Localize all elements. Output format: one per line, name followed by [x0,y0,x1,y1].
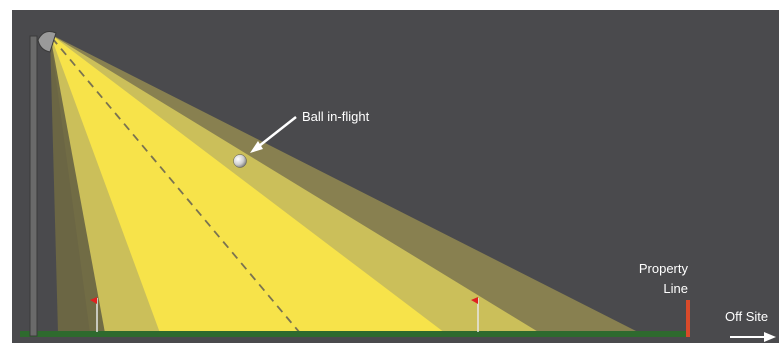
golf-ball-icon [233,154,247,168]
property-line-marker [686,300,690,337]
ball-pointer-arrow [250,116,297,153]
property-line-label-2: Line [663,281,688,296]
beam-inner [50,34,445,333]
golf-flag-icon [471,297,479,332]
light-fixture-icon [37,31,57,53]
ground-strip [20,331,688,337]
light-beams [50,34,640,333]
off-site-label: Off Site [725,309,768,324]
ball-label: Ball in-flight [302,109,370,124]
golf-flag-icon [90,297,98,332]
arrow-right-icon [730,332,776,342]
light-pole [29,35,38,337]
property-line-label-1: Property [639,261,689,276]
